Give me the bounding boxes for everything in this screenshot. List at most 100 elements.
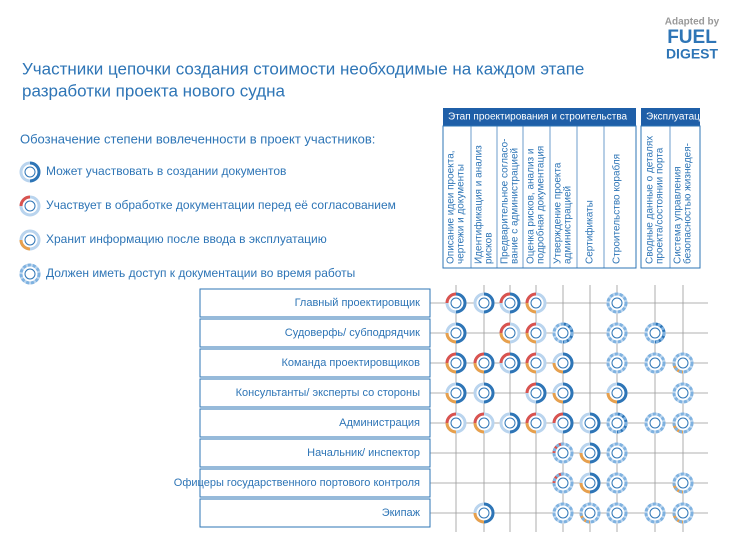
column-label: безопасностью жизнедея- [682, 143, 694, 264]
column-label: Описание идеи проекта, [446, 150, 457, 264]
matrix-cell [579, 412, 601, 434]
legend-label: Хранит информацию после ввода в эксплуат… [46, 232, 327, 246]
ring-segment [525, 332, 537, 344]
ring-segment [473, 412, 485, 424]
inner-ring [557, 507, 569, 519]
ring-segment [525, 302, 537, 314]
matrix-cell [606, 472, 628, 494]
inner-ring [557, 447, 569, 459]
inner-ring [557, 417, 569, 429]
ring-segment [525, 382, 537, 394]
row-label: Команда проектировщиков [282, 357, 421, 369]
inner-ring [677, 387, 689, 399]
inner-ring [611, 507, 623, 519]
ring-dashed [606, 412, 628, 434]
ring-segment [499, 332, 511, 344]
ring-segment [589, 442, 601, 464]
matrix-cell [552, 412, 574, 434]
ring-segment [445, 422, 457, 434]
matrix-cell [499, 292, 521, 314]
ring-segment [525, 362, 537, 374]
ring-segment [19, 239, 31, 251]
inner-ring [611, 477, 623, 489]
row-box [199, 348, 431, 378]
column-label: Строительство корабля [611, 154, 623, 264]
inner-ring [649, 357, 661, 369]
inner-ring [611, 327, 623, 339]
matrix-cell [606, 322, 628, 344]
ring-segment [455, 292, 467, 314]
inner-ring [450, 387, 462, 399]
ring-segment [473, 422, 485, 434]
matrix-cell [552, 352, 574, 374]
inner-ring [611, 447, 623, 459]
ring-segment [499, 322, 511, 334]
ring-dashed [552, 442, 574, 464]
inner-ring [584, 507, 596, 519]
title-line: разработки проекта нового судна [22, 81, 286, 100]
row-label: Экипаж [382, 507, 421, 519]
column-label: Утверждение проекта [553, 162, 564, 264]
row-box [199, 288, 431, 318]
inner-ring [557, 357, 569, 369]
ring-segment [445, 332, 457, 344]
ring-dashed [606, 472, 628, 494]
matrix-cell [525, 352, 547, 374]
inner-ring [530, 417, 542, 429]
inner-ring [677, 417, 689, 429]
matrix-cell [473, 292, 495, 314]
ring-segment [509, 292, 521, 314]
inner-ring [557, 327, 569, 339]
inner-ring [478, 507, 490, 519]
row-label: Главный проектировщик [295, 297, 421, 309]
ring-segment [455, 352, 467, 374]
matrix-cell [552, 442, 574, 464]
inner-ring [450, 297, 462, 309]
row-label: Администрация [339, 417, 420, 429]
ring-segment [445, 292, 457, 304]
inner-ring [557, 477, 569, 489]
ring-segment [509, 352, 521, 374]
inner-ring [504, 297, 516, 309]
ring-segment [525, 292, 537, 304]
legend-heading: Обозначение степени вовлеченности в прое… [20, 131, 375, 146]
ring-segment [552, 392, 564, 404]
inner-ring [611, 357, 623, 369]
ring-dashed [644, 412, 666, 434]
inner-ring [584, 477, 596, 489]
ring-segment [562, 412, 574, 434]
matrix-cell [579, 442, 601, 464]
ring-dashed [672, 412, 694, 434]
matrix-cell [552, 472, 574, 494]
ring-segment [455, 322, 467, 344]
logo-text: DIGEST [666, 46, 719, 62]
ring-segment [499, 352, 511, 364]
ring-dashed [672, 352, 694, 374]
column-label: администрацией [563, 186, 574, 264]
ring-segment [552, 412, 564, 424]
ring-segment [499, 292, 511, 304]
row-label: Начальник/ инспектор [307, 447, 420, 459]
column-label: Сводные данные о деталях [645, 136, 656, 264]
stage-title: Эксплуатация [646, 112, 711, 123]
matrix-cell [473, 502, 495, 524]
ring-dashed [552, 472, 574, 494]
row-box [199, 318, 431, 348]
row-box [199, 378, 431, 408]
matrix-cell [552, 322, 574, 344]
ring-dashed [606, 352, 628, 374]
ring-dashed [644, 322, 666, 344]
matrix-cell [552, 502, 574, 524]
matrix-cell [606, 412, 628, 434]
row-label: Судоверфь/ субподрядчик [285, 327, 420, 339]
inner-ring [24, 200, 36, 212]
matrix-cell [525, 322, 547, 344]
row-box [199, 408, 431, 438]
inner-ring [649, 417, 661, 429]
inner-ring [24, 268, 36, 280]
matrix-cell [606, 292, 628, 314]
column-label: Предварительное согласо- [500, 138, 511, 264]
ring-segment [562, 352, 574, 374]
ring-segment [483, 292, 495, 314]
